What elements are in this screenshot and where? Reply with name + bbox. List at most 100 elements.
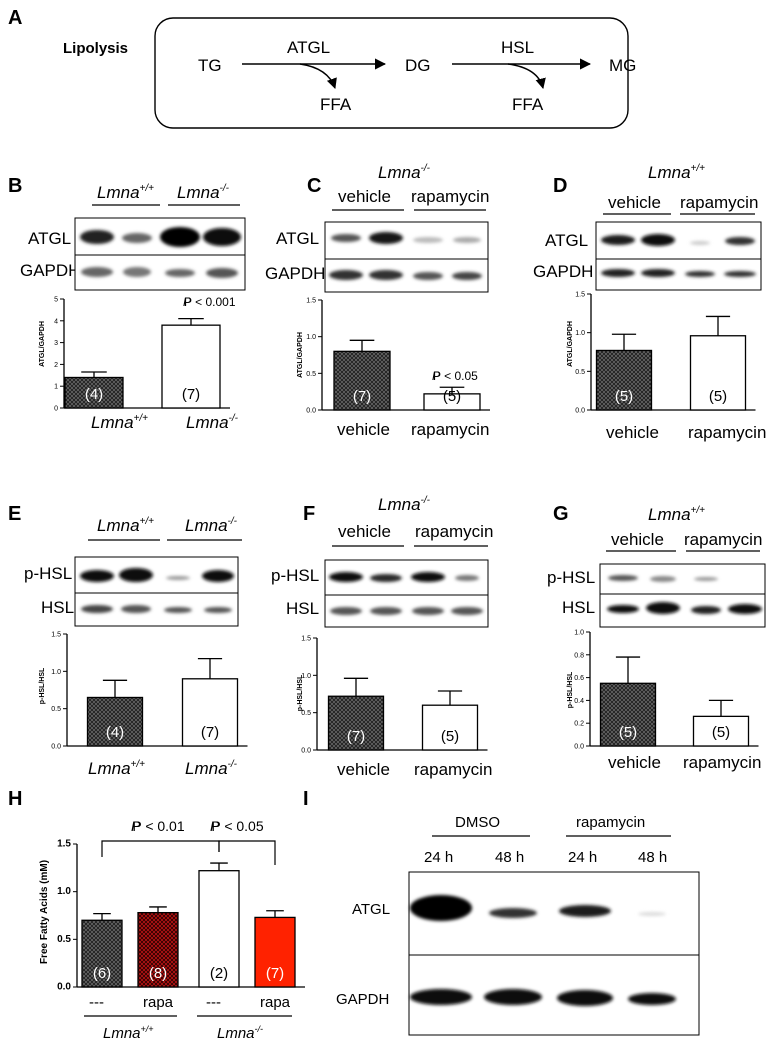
lane-head-lmna-ko: Lmna-/-: [185, 516, 238, 535]
time-label-1: 24 h: [424, 849, 453, 866]
y-tick-label: 0.0: [301, 748, 311, 755]
blot-row-label-2: HSL: [41, 598, 74, 617]
bar: [689, 335, 747, 411]
n-label: (7): [266, 965, 284, 982]
lane-head-lmna-wt: Lmna+/+: [97, 183, 154, 202]
p-value-1: PP < 0.01: [131, 818, 185, 834]
panel-i: I DMSO rapamycin 24 h 48 h 24 h 48 h ATG…: [303, 788, 700, 1036]
n-label: (4): [106, 724, 124, 741]
mg-label: MG: [609, 56, 636, 75]
lane-head-lmna-ko: Lmna-/-: [177, 183, 230, 202]
lipolysis-box: [154, 17, 629, 129]
blot-row-label-2: HSL: [562, 598, 595, 617]
y-tick-label: 3: [54, 340, 58, 347]
y-axis-label: p-HSL/HSL: [567, 671, 574, 708]
bar: [421, 704, 479, 751]
bar: [81, 919, 123, 988]
y-tick-label: 0.0: [574, 744, 584, 751]
blot-row-label-1: p-HSL: [24, 564, 72, 583]
lipolysis-title: Lipolysis: [63, 40, 128, 57]
n-label: (7): [182, 386, 200, 403]
y-axis-label: ATGL/GAPDH: [567, 321, 574, 367]
panel-c: C Lmna-/- vehicle rapamycin ATGL GAPDH A…: [265, 163, 490, 439]
blot-row-label-1: p-HSL: [547, 568, 595, 587]
group-label-1: Lmna+/+: [103, 1024, 154, 1042]
y-tick-label: 1.0: [574, 630, 584, 637]
y-tick-label: 1: [54, 384, 58, 391]
n-label: (7): [353, 388, 371, 405]
bar: [599, 682, 657, 747]
y-tick-label: 2: [54, 362, 58, 369]
blot-row-label-2: GAPDH: [336, 991, 389, 1008]
x-label-2: rapamycin: [414, 760, 492, 779]
y-tick-label: 1.0: [301, 673, 311, 680]
y-tick-label: 1.5: [57, 839, 71, 850]
n-label: (8): [149, 965, 167, 982]
p-value: PP < 0.001: [183, 295, 236, 309]
y-tick-label: 0.5: [575, 369, 585, 376]
panel-a-letter: A: [8, 7, 22, 29]
x-label-2: rapamycin: [411, 420, 489, 439]
time-label-2: 48 h: [495, 849, 524, 866]
blot-bands: [80, 568, 234, 613]
blot-bands: [601, 234, 756, 277]
blot-row-label-1: ATGL: [28, 229, 71, 248]
blot-row-label-2: GAPDH: [533, 262, 593, 281]
bar: [181, 678, 239, 747]
atgl-enzyme-label: ATGL: [287, 38, 330, 57]
x-label-1: vehicle: [337, 760, 390, 779]
n-label: (5): [619, 724, 637, 741]
panel-g-letter: G: [553, 503, 569, 525]
y-tick-label: 0.5: [57, 934, 71, 945]
bar-chart: 0 1 2 3 4 5 (4) (7): [54, 297, 230, 413]
panel-h: H Free Fatty Acids (mM) 0.0 0.5 1.0 1.5 (6) (…: [8, 788, 305, 1042]
x-label-1: vehicle: [606, 423, 659, 442]
y-tick-label: 1.0: [51, 669, 61, 676]
hsl-enzyme-label: HSL: [501, 38, 534, 57]
panel-g: G Lmna+/+ vehicle rapamycin p-HSL HSL p-…: [547, 503, 766, 772]
y-tick-label: 0: [54, 406, 58, 413]
lane-head-rapamycin: rapamycin: [415, 522, 493, 541]
y-tick-label: 5: [54, 297, 58, 304]
x-label-2: Lmna-/-: [186, 413, 239, 432]
group-label-rapamycin: rapamycin: [576, 814, 645, 831]
p-value: PP < 0.05: [432, 369, 478, 383]
y-tick-label: 1.0: [57, 886, 71, 897]
time-label-3: 24 h: [568, 849, 597, 866]
bar: [137, 911, 179, 988]
x-label-2: Lmna-/-: [185, 759, 238, 778]
n-label: (5): [712, 724, 730, 741]
time-label-4: 48 h: [638, 849, 667, 866]
panel-d-letter: D: [553, 175, 567, 197]
y-tick-label: 0.0: [575, 408, 585, 415]
panel-f-letter: F: [303, 503, 315, 525]
significance-bracket-2: [218, 840, 276, 865]
genotype-label: Lmna+/+: [648, 163, 705, 182]
p-value-2: PP < 0.05: [210, 818, 264, 834]
bar-chart: 0.0 0.5 1.0 1.5 (7) (5): [306, 298, 490, 415]
x-label-4: rapa: [260, 994, 291, 1011]
y-tick-label: 4: [54, 318, 58, 325]
dg-label: DG: [405, 56, 431, 75]
blot-row-label-1: ATGL: [352, 901, 390, 918]
panel-f: F Lmna-/- vehicle rapamycin p-HSL HSL p-…: [271, 495, 493, 779]
lane-head-vehicle: vehicle: [338, 187, 391, 206]
panel-b-letter: B: [8, 175, 22, 197]
y-axis-label: Free Fatty Acids (mM): [39, 860, 50, 964]
x-label-2: rapa: [143, 994, 174, 1011]
panel-d: D Lmna+/+ vehicle rapamycin ATGL GAPDH A…: [533, 163, 766, 442]
panel-e: E Lmna+/+ Lmna-/- p-HSL HSL p-HSL/HSL 0.…: [8, 503, 248, 778]
bar: [327, 695, 385, 751]
n-label: (7): [201, 724, 219, 741]
genotype-label: Lmna+/+: [648, 505, 705, 524]
panel-a: A Lipolysis TG ATGL DG HSL MG FFA FFA: [8, 7, 636, 129]
n-label: (5): [443, 388, 461, 405]
bar: [333, 350, 391, 411]
bar-chart: 0.0 0.5 1.0 1.5 (5) (5): [575, 292, 756, 415]
ffa-label-2: FFA: [512, 95, 544, 114]
blot-bands: [410, 895, 676, 1006]
x-label-2: rapamycin: [688, 423, 766, 442]
x-label-3: ---: [206, 994, 221, 1011]
lane-head-rapamycin: rapamycin: [680, 193, 758, 212]
